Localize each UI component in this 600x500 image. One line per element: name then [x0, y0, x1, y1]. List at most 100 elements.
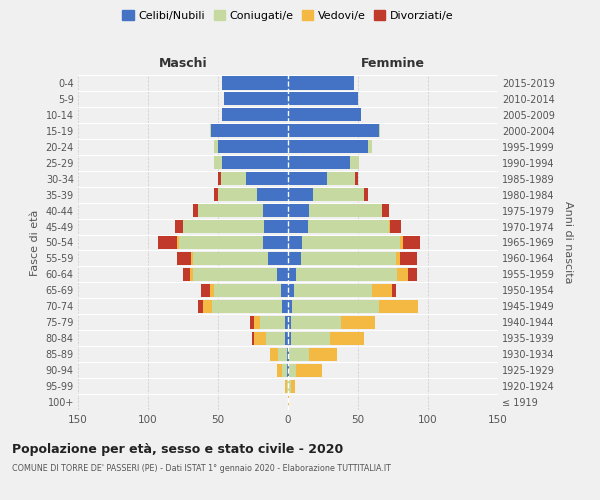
Bar [191, 252, 193, 265]
Legend: Celibi/Nubili, Coniugati/e, Vedovi/e, Divorziati/e: Celibi/Nubili, Coniugati/e, Vedovi/e, Di… [120, 8, 456, 24]
Text: Femmine: Femmine [361, 57, 425, 70]
Bar [372, 284, 392, 297]
Bar [285, 316, 288, 329]
Bar [268, 252, 288, 265]
Bar [396, 252, 400, 265]
Bar [288, 348, 289, 360]
Bar [257, 188, 288, 201]
Bar [183, 268, 190, 281]
Bar [289, 364, 296, 376]
Bar [288, 396, 289, 408]
Bar [214, 140, 218, 153]
Bar [251, 332, 254, 345]
Bar [224, 92, 288, 106]
Bar [288, 204, 309, 217]
Bar [158, 236, 178, 249]
Bar [183, 220, 264, 233]
Bar [218, 140, 288, 153]
Bar [288, 380, 291, 392]
Bar [309, 204, 382, 217]
Bar [288, 332, 291, 345]
Bar [392, 284, 396, 297]
Bar [409, 268, 417, 281]
Bar [382, 204, 389, 217]
Bar [193, 204, 199, 217]
Bar [309, 348, 337, 360]
Bar [277, 364, 283, 376]
Bar [209, 284, 214, 297]
Bar [285, 380, 287, 392]
Bar [179, 236, 263, 249]
Bar [285, 332, 288, 345]
Bar [327, 172, 355, 185]
Bar [190, 268, 193, 281]
Y-axis label: Fasce di età: Fasce di età [30, 210, 40, 276]
Bar [287, 348, 288, 360]
Bar [379, 124, 380, 138]
Bar [288, 220, 308, 233]
Bar [288, 300, 292, 313]
Bar [287, 380, 288, 392]
Bar [283, 364, 287, 376]
Bar [222, 76, 288, 90]
Bar [288, 252, 301, 265]
Bar [288, 268, 296, 281]
Bar [214, 284, 281, 297]
Bar [270, 348, 278, 360]
Bar [266, 332, 285, 345]
Bar [254, 316, 260, 329]
Bar [250, 316, 254, 329]
Bar [277, 268, 288, 281]
Bar [288, 140, 368, 153]
Bar [287, 364, 288, 376]
Bar [288, 108, 361, 122]
Bar [400, 236, 403, 249]
Bar [289, 348, 309, 360]
Bar [260, 316, 285, 329]
Bar [296, 268, 397, 281]
Bar [364, 188, 368, 201]
Bar [288, 364, 289, 376]
Bar [301, 252, 396, 265]
Text: Popolazione per età, sesso e stato civile - 2020: Popolazione per età, sesso e stato civil… [12, 442, 343, 456]
Bar [178, 252, 191, 265]
Bar [218, 172, 221, 185]
Bar [175, 220, 183, 233]
Bar [368, 140, 372, 153]
Bar [400, 252, 417, 265]
Bar [222, 156, 288, 170]
Bar [379, 300, 418, 313]
Text: COMUNE DI TORRE DE' PASSERI (PE) - Dati ISTAT 1° gennaio 2020 - Elaborazione TUT: COMUNE DI TORRE DE' PASSERI (PE) - Dati … [12, 464, 391, 473]
Bar [246, 172, 288, 185]
Bar [283, 300, 288, 313]
Bar [288, 124, 379, 138]
Bar [288, 92, 358, 106]
Bar [341, 316, 375, 329]
Bar [281, 284, 288, 297]
Bar [291, 380, 295, 392]
Bar [221, 172, 246, 185]
Bar [214, 188, 218, 201]
Bar [222, 108, 288, 122]
Bar [293, 284, 372, 297]
Bar [296, 364, 322, 376]
Bar [292, 300, 379, 313]
Bar [278, 348, 287, 360]
Bar [390, 220, 401, 233]
Bar [288, 156, 350, 170]
Bar [403, 236, 419, 249]
Bar [313, 188, 364, 201]
Bar [355, 172, 358, 185]
Bar [288, 76, 354, 90]
Bar [302, 236, 400, 249]
Text: Maschi: Maschi [158, 57, 208, 70]
Bar [288, 316, 291, 329]
Bar [193, 268, 277, 281]
Bar [350, 156, 359, 170]
Bar [288, 172, 327, 185]
Bar [291, 316, 341, 329]
Bar [263, 236, 288, 249]
Bar [288, 284, 293, 297]
Bar [288, 236, 302, 249]
Bar [330, 332, 364, 345]
